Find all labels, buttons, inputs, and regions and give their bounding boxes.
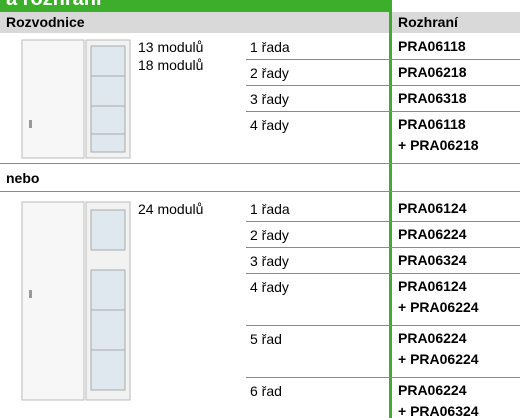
cabinet-image-1: [21, 39, 131, 159]
modules: 18 modulů: [138, 57, 204, 73]
code: PRA06324: [398, 252, 467, 268]
code: + PRA06224: [398, 351, 479, 367]
row-line: [246, 85, 520, 86]
code: PRA06224: [398, 382, 467, 398]
header-right: Rozhraní: [398, 14, 458, 30]
row-line: [246, 377, 520, 378]
code: PRA06124: [398, 278, 467, 294]
code: PRA06124: [398, 200, 467, 216]
row-label: 2 řady: [250, 65, 289, 81]
code: PRA06318: [398, 90, 467, 106]
row-line: [0, 163, 520, 164]
row-label: 4 řady: [250, 117, 289, 133]
row-line: [246, 221, 520, 222]
cabinet-image-2: [21, 201, 131, 401]
row-label: 2 řady: [250, 227, 289, 243]
green-divider: [389, 0, 392, 418]
modules: 13 modulů: [138, 39, 204, 55]
row-label: 3 řady: [250, 91, 289, 107]
row-line: [246, 273, 520, 274]
code: + PRA06324: [398, 403, 479, 418]
row-label: 3 řady: [250, 253, 289, 269]
row-label: 4 řady: [250, 279, 289, 295]
code: PRA06118: [398, 38, 466, 54]
title: a rozhraní: [6, 0, 102, 11]
code: PRA06218: [398, 64, 467, 80]
row-label: 5 řad: [250, 331, 282, 347]
row-line: [246, 59, 520, 60]
row-line: [246, 325, 520, 326]
code: + PRA06224: [398, 299, 479, 315]
modules: 24 modulů: [138, 201, 204, 217]
row-label: 1 řada: [250, 201, 290, 217]
separator: nebo: [6, 170, 40, 186]
row-line: [0, 191, 520, 192]
row-line: [246, 247, 520, 248]
header-left: Rozvodnice: [6, 14, 85, 30]
code: PRA06224: [398, 330, 467, 346]
title-bar: a rozhraní: [0, 0, 390, 12]
code: PRA06224: [398, 226, 467, 242]
row-label: 6 řad: [250, 383, 282, 399]
row-label: 1 řada: [250, 39, 290, 55]
code: + PRA06218: [398, 137, 479, 153]
code: PRA06118: [398, 116, 466, 132]
row-line: [246, 111, 520, 112]
header-row: Rozvodnice Rozhraní: [0, 12, 520, 33]
